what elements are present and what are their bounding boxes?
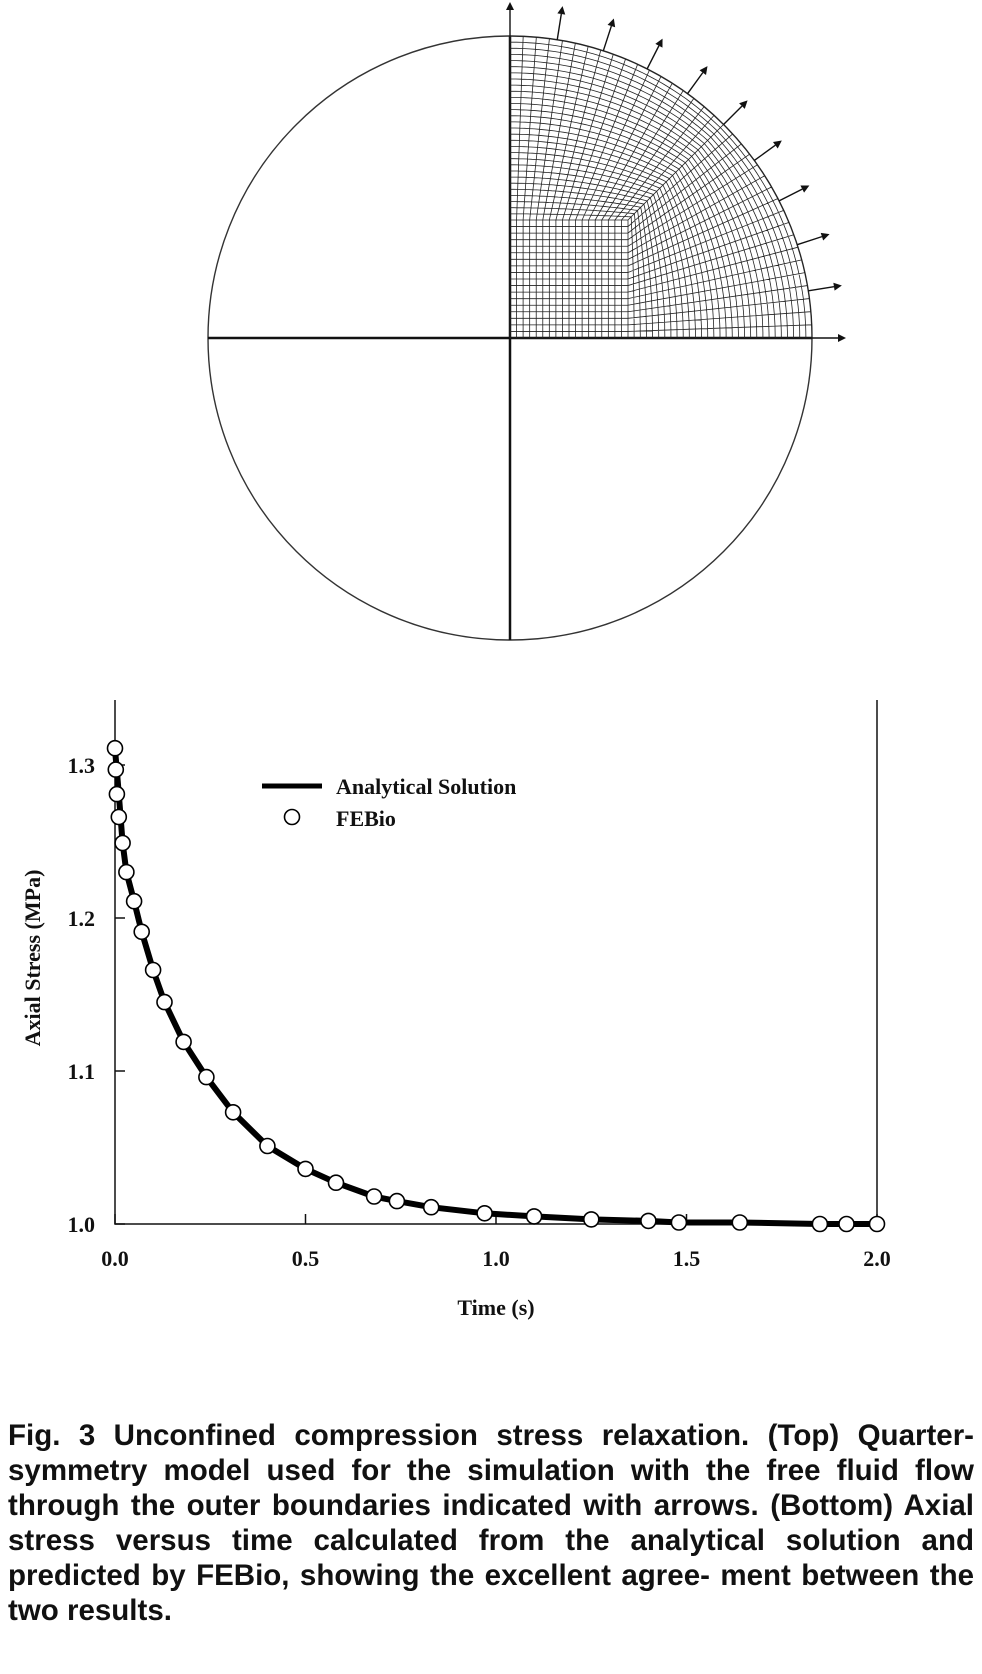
febio-data-point [327,1174,345,1192]
x-axis-ticks: 0.0 0.5 1.0 1.5 2.0 [101,1214,891,1271]
mesh-grid [509,35,813,339]
febio-data-point [125,892,143,910]
febio-data-point [388,1192,406,1210]
flow-arrow-shaft [646,45,660,70]
febio-data-point [133,923,150,941]
legend-label-febio: FEBio [336,806,396,831]
x-axis-label: Time (s) [457,1295,534,1320]
arrow-head-icon [699,66,708,75]
febio-data-point [114,834,131,852]
febio-data-point [365,1188,383,1205]
febio-data-point [670,1214,688,1231]
flow-arrow-shaft [753,144,776,162]
x-tick-label: 2.0 [863,1246,891,1271]
flow-arrow-shaft [778,188,803,202]
stress-relaxation-chart: 1.0 1.1 1.2 1.3 0.0 0.5 1.0 1.5 2.0 Analytical … [20,700,891,1320]
flow-arrow-shaft [686,72,704,95]
legend-label-analytical: Analytical Solution [336,774,516,799]
caption-line: fluid flow through the outer boundaries … [8,1454,975,1522]
febio-data-point [107,761,125,778]
febio-data-point [110,808,128,826]
legend-circle-swatch [283,808,301,826]
arrow-head-icon [773,140,782,149]
mesh-element-lines [509,35,813,339]
caption-line: (Bottom) Axial stress versus time calcul… [8,1489,975,1557]
arrow-head-icon [557,6,566,15]
febio-data-point [297,1160,314,1178]
febio-data-point [525,1208,543,1225]
caption-line: Fig. 3 Unconfined compression stress rel… [8,1419,840,1452]
caption-line: ment between the two results. [8,1559,974,1627]
figure-caption: Fig. 3 Unconfined compression stress rel… [8,1418,974,1628]
caption-line: Quarter-symmetry model used for the simu… [8,1419,974,1487]
y-tick-label: 1.2 [68,906,96,931]
febio-data-point [640,1212,657,1230]
arrow-head-icon [506,2,514,10]
febio-data-point [198,1068,215,1086]
febio-data-point [476,1204,493,1222]
flow-arrow-shaft [797,235,823,246]
x-tick-label: 0.5 [292,1246,320,1271]
y-tick-label: 1.1 [68,1059,96,1084]
flow-arrow-shaft [556,13,563,40]
febio-data-point [731,1214,749,1231]
flow-arrows [506,2,846,342]
febio-data-point [106,739,124,757]
series-layer [106,739,886,1233]
x-tick-label: 1.5 [673,1246,701,1271]
febio-data-point [868,1215,886,1233]
arrow-head-icon [607,18,616,28]
febio-data-point [811,1215,829,1233]
febio-data-point [224,1103,242,1121]
febio-data-point [422,1198,440,1216]
y-axis-label: Axial Stress (MPa) [20,870,45,1047]
febio-data-point [108,785,126,803]
flow-arrow-shaft [602,25,613,51]
caption-line: solution and predicted by FEBio, showing… [8,1524,974,1592]
febio-data-point [156,993,173,1011]
y-axis-ticks: 1.0 1.1 1.2 1.3 [68,753,125,1237]
febio-data-point [175,1033,192,1051]
arrow-head-icon [800,185,810,193]
febio-data-point [118,863,135,881]
y-tick-label: 1.0 [68,1212,96,1237]
febio-data-point [582,1211,600,1228]
febio-data-point [838,1215,855,1233]
quarter-symmetry-mesh-figure [207,2,846,641]
legend: Analytical Solution FEBio [262,774,516,831]
flow-arrow-shaft [808,285,835,292]
arrow-head-icon [655,38,663,48]
flow-arrow-shaft [723,105,743,125]
arrow-head-icon [820,232,830,241]
x-tick-label: 1.0 [482,1246,510,1271]
arrow-head-icon [838,334,846,342]
x-tick-label: 0.0 [101,1246,129,1271]
arrow-head-icon [739,100,748,109]
arrow-head-icon [833,282,842,291]
febio-data-point [259,1137,276,1155]
febio-data-point [144,961,162,979]
y-tick-label: 1.3 [68,753,96,778]
analytical-solution-line [112,746,880,1227]
